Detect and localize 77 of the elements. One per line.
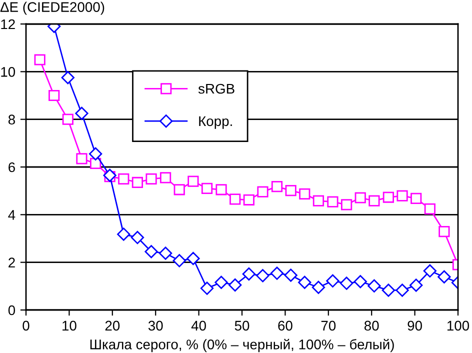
- point: [340, 276, 354, 290]
- point: [144, 245, 158, 258]
- point: [230, 194, 241, 205]
- point: [75, 106, 88, 120]
- point: [201, 182, 213, 194]
- point: [298, 276, 312, 289]
- x-tick-label: 60: [278, 320, 292, 331]
- point: [48, 90, 60, 102]
- point: [186, 252, 200, 266]
- point: [76, 153, 88, 164]
- x-tick-label: 50: [234, 320, 250, 331]
- point: [410, 192, 422, 204]
- point: [312, 195, 324, 206]
- point: [327, 196, 338, 208]
- point: [354, 275, 367, 288]
- y-tick-label: 0: [8, 305, 16, 316]
- legend-label: Корр.: [199, 116, 232, 129]
- x-tick-label: 0: [22, 320, 30, 331]
- x-tick-label: 100: [447, 320, 470, 331]
- x-tick-label: 40: [191, 320, 206, 331]
- point: [340, 199, 352, 210]
- y-tick-label: 2: [8, 258, 15, 268]
- point: [285, 185, 296, 196]
- y-tick-label: 10: [1, 67, 16, 77]
- point: [368, 279, 381, 293]
- point: [172, 254, 186, 268]
- point: [423, 264, 437, 278]
- point: [438, 226, 450, 238]
- x-tick-label: 70: [321, 320, 336, 331]
- point: [326, 274, 340, 288]
- point: [200, 282, 214, 295]
- point: [312, 280, 326, 294]
- point: [368, 195, 380, 206]
- point: [160, 172, 172, 184]
- point: [382, 284, 396, 297]
- y-tick-label: 6: [8, 162, 15, 172]
- point: [117, 228, 130, 241]
- point: [88, 147, 102, 160]
- x-tick-label: 10: [62, 320, 76, 331]
- point: [396, 284, 409, 297]
- point: [62, 114, 74, 125]
- point: [146, 173, 157, 184]
- point: [158, 246, 172, 260]
- point: [242, 267, 256, 281]
- point: [118, 173, 130, 184]
- point: [61, 71, 74, 84]
- point: [438, 270, 451, 284]
- x-axis-title: Шкала серого, % (0% – черный, 100% – белый): [90, 338, 394, 352]
- point: [256, 269, 270, 282]
- point: [382, 192, 394, 203]
- point: [299, 188, 310, 200]
- point: [271, 180, 283, 192]
- y-tick-label: 4: [8, 210, 16, 220]
- point: [270, 266, 284, 280]
- y-tick-label: 8: [8, 114, 15, 125]
- point: [132, 176, 144, 188]
- x-tick-label: 30: [148, 320, 163, 331]
- point: [174, 184, 185, 196]
- point: [410, 278, 423, 292]
- point: [396, 190, 408, 202]
- point: [228, 278, 242, 292]
- point: [216, 184, 227, 196]
- point: [354, 192, 366, 204]
- legend-label: sRGB: [198, 84, 234, 94]
- x-tick-label: 20: [105, 320, 120, 331]
- point: [214, 276, 228, 289]
- y-axis-title: ΔE (CIEDE2000): [0, 2, 104, 15]
- point: [34, 54, 46, 66]
- y-tick-label: 12: [1, 19, 15, 30]
- point: [130, 230, 144, 244]
- point: [257, 186, 268, 198]
- point: [243, 194, 254, 206]
- x-tick-label: 80: [364, 320, 379, 331]
- x-tick-label: 90: [408, 320, 422, 331]
- point: [188, 176, 199, 187]
- point: [424, 203, 436, 215]
- point: [284, 268, 298, 282]
